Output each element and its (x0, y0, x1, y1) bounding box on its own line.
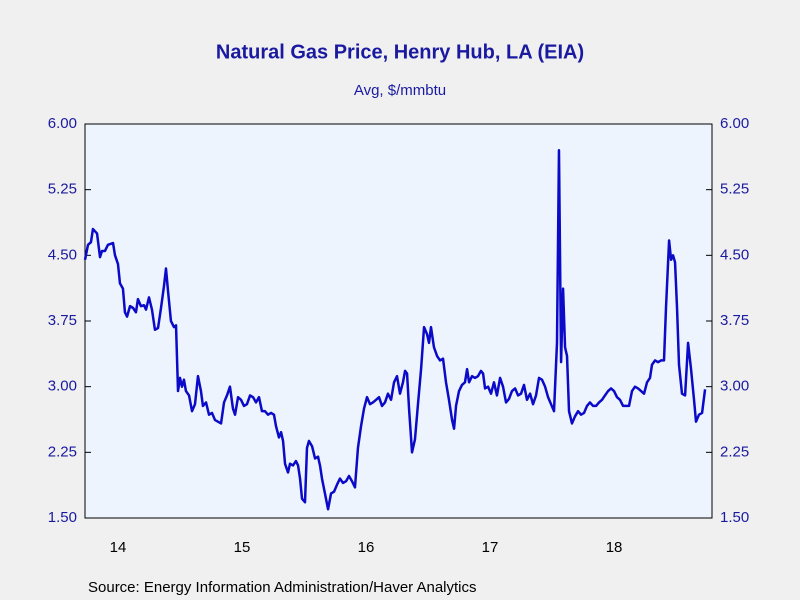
y2-tick-label: 3.00 (720, 378, 749, 395)
x-tick-label: 14 (110, 539, 127, 556)
source-note: Source: Energy Information Administratio… (88, 579, 477, 596)
x-tick-label: 15 (234, 539, 251, 556)
y-tick-label: 6.00 (48, 115, 77, 132)
x-tick-label: 17 (482, 539, 499, 556)
y-tick-label: 4.50 (48, 246, 77, 263)
y2-tick-label: 6.00 (720, 115, 749, 132)
y-tick-label: 5.25 (48, 181, 77, 198)
chart-subtitle: Avg, $/mmbtu (354, 82, 446, 99)
chart-title: Natural Gas Price, Henry Hub, LA (EIA) (216, 41, 584, 63)
data-line (83, 149, 707, 511)
x-tick-label: 18 (606, 539, 623, 556)
y-tick-label: 2.25 (48, 443, 77, 460)
y2-tick-label: 5.25 (720, 181, 749, 198)
y2-tick-label: 3.75 (720, 312, 749, 329)
y-tick-label: 3.00 (48, 378, 77, 395)
x-tick-label: 16 (358, 539, 375, 556)
y-tick-label: 1.50 (48, 509, 77, 526)
y-tick-label: 3.75 (48, 312, 77, 329)
y2-tick-label: 1.50 (720, 509, 749, 526)
y2-tick-label: 4.50 (720, 246, 749, 263)
plot-area (84, 123, 713, 519)
y2-tick-label: 2.25 (720, 443, 749, 460)
